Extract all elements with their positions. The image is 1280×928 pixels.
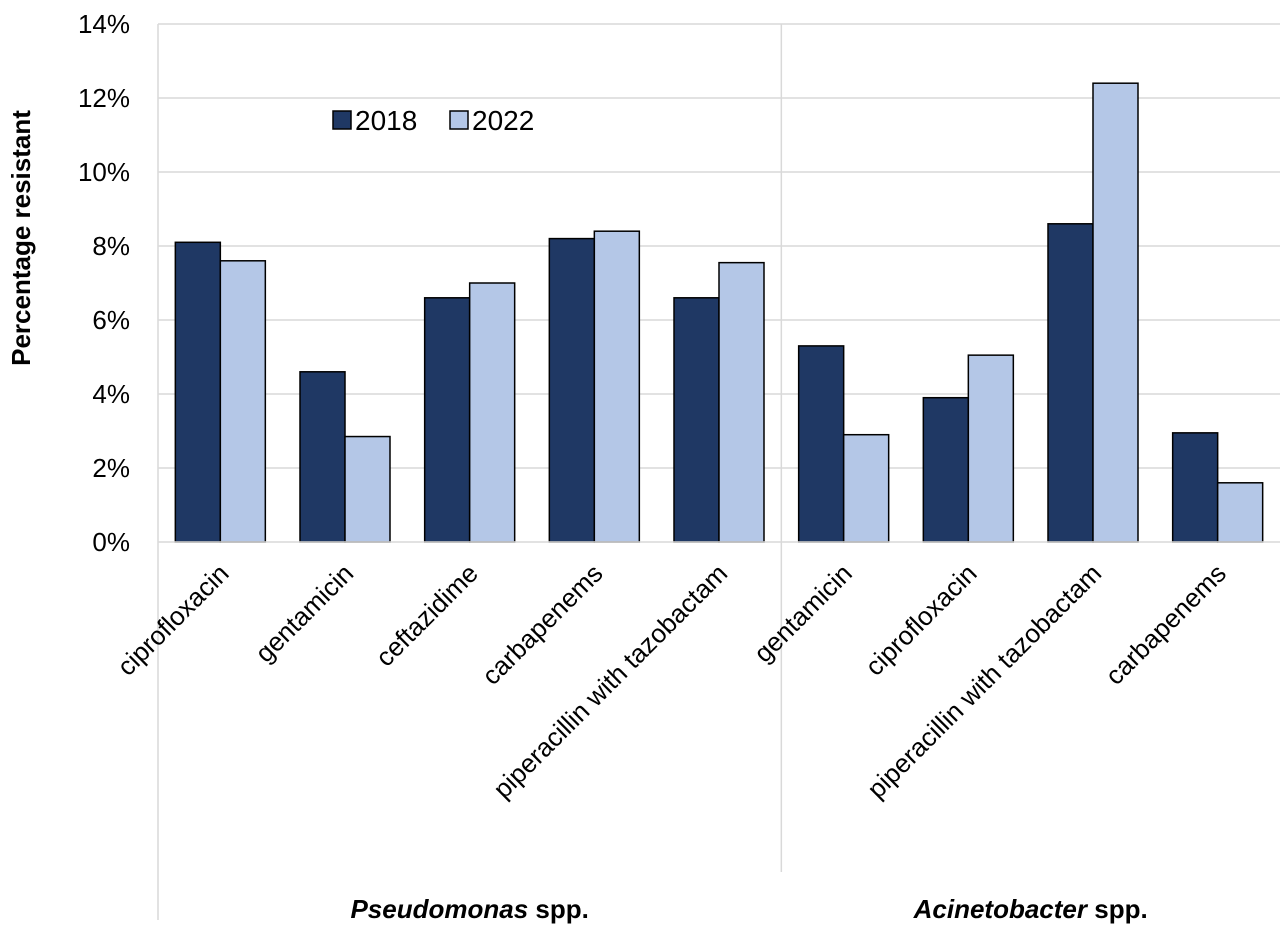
y-tick-label: 6% <box>92 305 130 335</box>
category-label: ceftazidime <box>370 558 484 672</box>
legend-swatch-2022 <box>449 110 469 130</box>
bar-2022 <box>593 230 641 543</box>
bar-2022 <box>468 282 516 543</box>
y-tick-label: 4% <box>92 379 130 409</box>
category-label: ciprofloxacin <box>859 558 982 681</box>
category-labels: ciprofloxacin gentamicin ceftazidimecarbap… <box>111 558 1232 804</box>
bar-2018 <box>1047 223 1094 543</box>
y-tick-label: 10% <box>78 157 130 187</box>
y-tick-label: 8% <box>92 231 130 261</box>
y-axis-label: Percentage resistant <box>6 110 36 366</box>
group-labels: Pseudomonas spp. Acinetobacter spp. <box>350 894 1147 924</box>
category-label: piperacillin with tazobactam <box>861 558 1107 804</box>
bar-2018 <box>922 396 970 543</box>
group-label: Acinetobacter spp. <box>913 894 1148 924</box>
group-label-suffix: spp. <box>528 894 589 924</box>
bar-2018 <box>673 297 720 543</box>
bar-2018 <box>299 371 346 543</box>
category-label: carbapenems <box>476 558 609 691</box>
y-tick-label: 14% <box>78 9 130 39</box>
bar-2018 <box>423 297 471 543</box>
legend: 2018 2022 <box>332 105 534 136</box>
category-label: gentamicin <box>748 558 858 668</box>
category-label: gentamicin <box>249 558 359 668</box>
group-label-italic: Acinetobacter <box>913 894 1089 924</box>
bar-2022 <box>718 261 765 543</box>
y-tick-label: 2% <box>92 453 130 483</box>
group-label: Pseudomonas spp. <box>350 894 588 924</box>
legend-label-2018: 2018 <box>355 105 417 136</box>
bar-2022 <box>1092 82 1139 543</box>
bar-2018 <box>548 237 596 543</box>
bars <box>174 82 1264 543</box>
group-label-italic: Pseudomonas <box>350 894 528 924</box>
category-label: ciprofloxacin <box>111 558 234 681</box>
x-axis-line <box>157 24 1280 920</box>
legend-label-2022: 2022 <box>472 105 534 136</box>
bar-2022 <box>967 354 1015 543</box>
bar-2022 <box>219 260 267 543</box>
bar-2018 <box>797 345 845 543</box>
group-label-suffix: spp. <box>1087 894 1148 924</box>
bar-2022 <box>1216 482 1264 543</box>
y-tick-label: 0% <box>92 527 130 557</box>
y-axis-ticks: 0% 2% 4% 6% 8% 10% 12% 14% <box>78 9 130 557</box>
bar-2022 <box>842 433 890 543</box>
category-label: carbapenems <box>1099 558 1232 691</box>
bar-2018 <box>174 241 222 543</box>
bar-2018 <box>1171 432 1219 543</box>
category-label: piperacillin with tazobactam <box>487 558 733 804</box>
legend-swatch-2018 <box>332 110 352 130</box>
y-tick-label: 12% <box>78 83 130 113</box>
bar-2022 <box>344 435 391 543</box>
